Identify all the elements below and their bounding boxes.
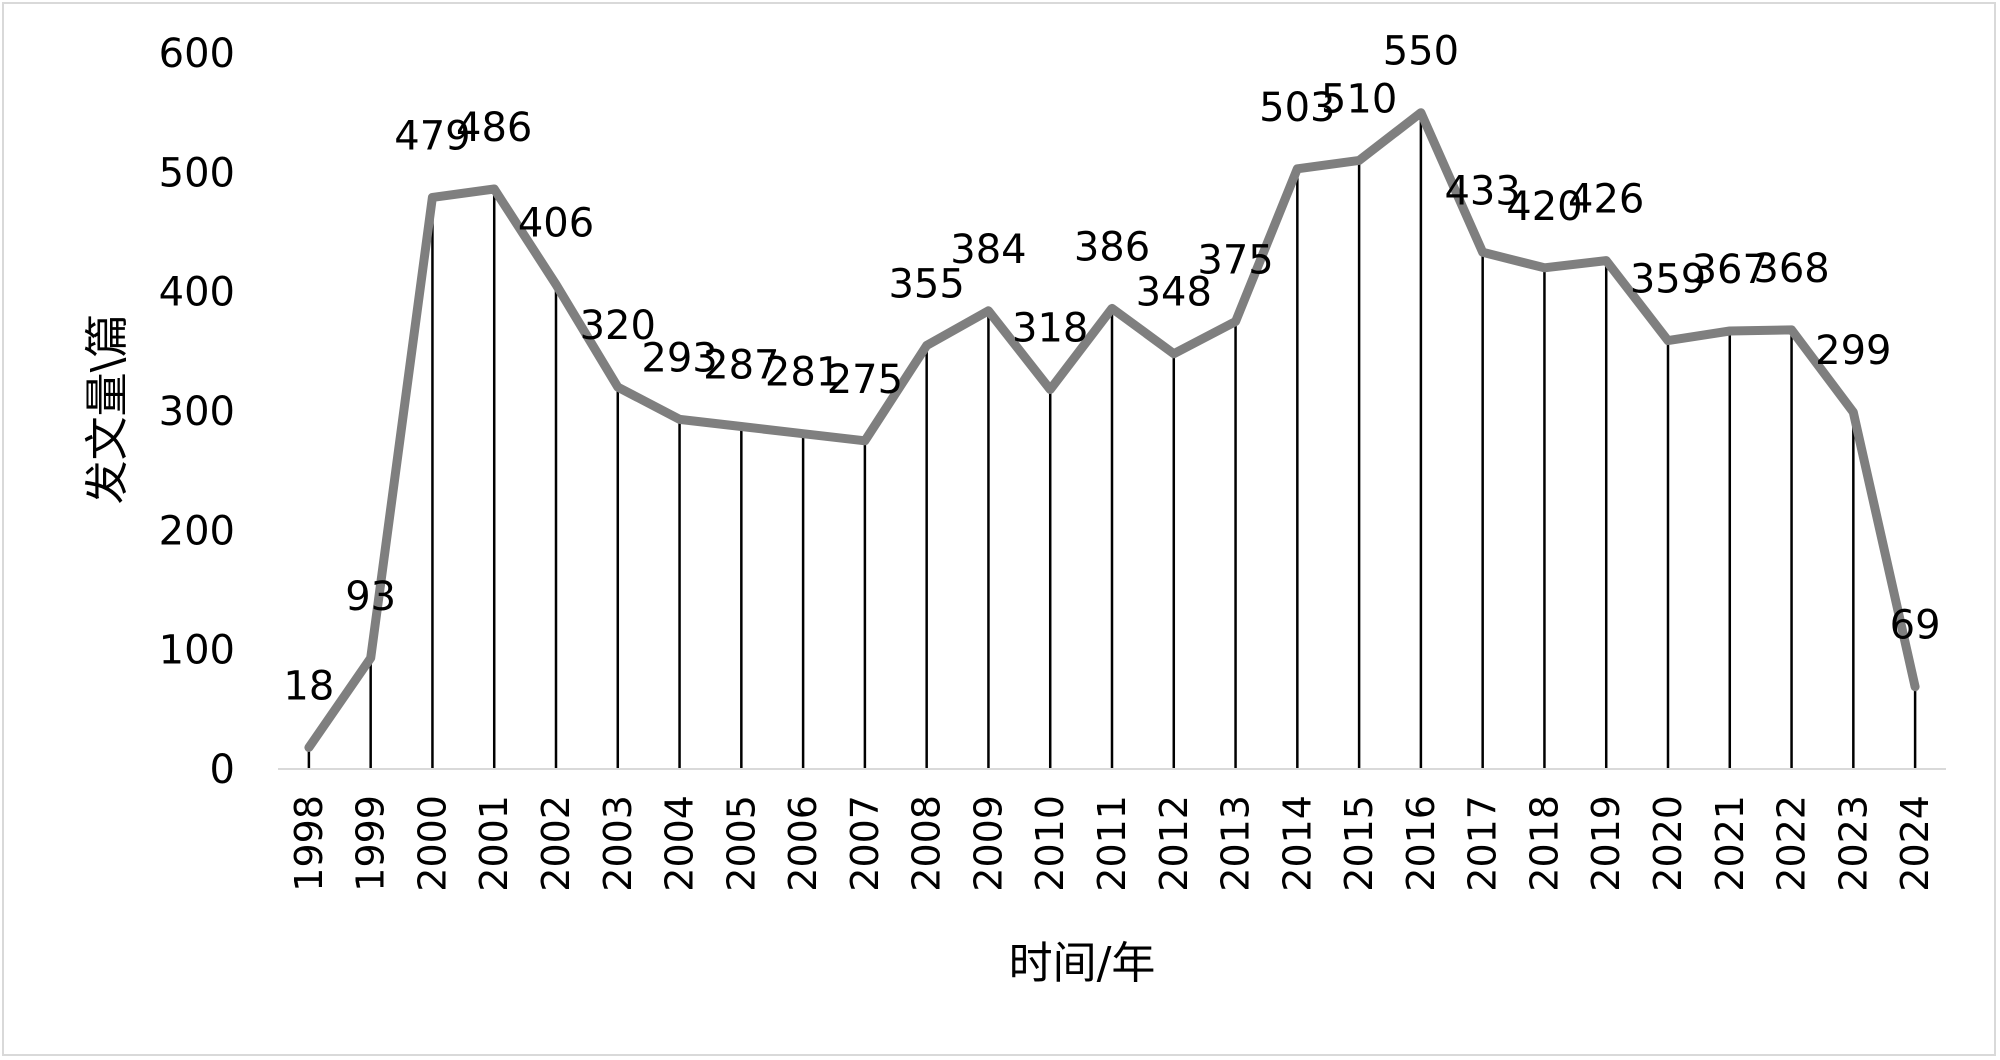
x-tick-label: 2002 bbox=[534, 795, 578, 892]
data-label: 510 bbox=[1321, 76, 1397, 122]
data-label: 420 bbox=[1506, 184, 1582, 230]
x-axis-title: 时间/年 bbox=[1009, 938, 1156, 989]
data-label: 386 bbox=[1074, 224, 1150, 270]
y-tick-label: 500 bbox=[159, 150, 235, 196]
x-tick-label: 2014 bbox=[1275, 795, 1319, 892]
data-label: 318 bbox=[1012, 306, 1088, 352]
data-label: 406 bbox=[518, 201, 594, 247]
y-tick-label: 600 bbox=[159, 31, 235, 77]
x-tick-label: 2012 bbox=[1152, 795, 1196, 892]
data-label: 355 bbox=[888, 261, 964, 307]
data-label: 367 bbox=[1692, 247, 1768, 293]
x-tick-label: 2000 bbox=[410, 795, 454, 892]
data-label: 93 bbox=[345, 574, 396, 620]
data-label: 426 bbox=[1568, 177, 1644, 223]
data-label: 348 bbox=[1136, 270, 1212, 316]
x-tick-label: 2020 bbox=[1646, 795, 1690, 892]
x-tick-label: 2023 bbox=[1831, 795, 1875, 892]
x-tick-label: 2011 bbox=[1090, 795, 1134, 892]
x-tick-label: 2008 bbox=[905, 795, 949, 892]
data-label: 503 bbox=[1259, 85, 1335, 131]
data-label: 479 bbox=[394, 113, 470, 159]
y-tick-label: 400 bbox=[159, 270, 235, 316]
y-axis-title: 发文量\篇 bbox=[82, 314, 133, 505]
y-tick-label: 100 bbox=[159, 628, 235, 674]
data-label: 281 bbox=[765, 350, 841, 396]
data-label: 293 bbox=[641, 335, 717, 381]
data-label: 69 bbox=[1890, 603, 1941, 649]
x-tick-label: 2009 bbox=[966, 795, 1010, 892]
x-tick-labels: 1998 1999 2000 2001 2002 2003 2004 2005 2006 2007… bbox=[287, 795, 1937, 892]
x-tick-label: 2019 bbox=[1584, 795, 1628, 892]
x-tick-label: 2022 bbox=[1770, 795, 1814, 892]
x-tick-label: 2015 bbox=[1337, 795, 1381, 892]
x-tick-label: 2013 bbox=[1214, 795, 1258, 892]
data-label: 550 bbox=[1383, 29, 1459, 75]
x-tick-label: 1999 bbox=[349, 795, 393, 892]
x-tick-label: 2004 bbox=[658, 795, 702, 892]
x-tick-label: 1998 bbox=[287, 795, 331, 892]
data-label: 368 bbox=[1753, 246, 1829, 292]
x-tick-label: 2003 bbox=[596, 795, 640, 892]
x-tick-label: 2021 bbox=[1708, 795, 1752, 892]
data-label: 375 bbox=[1197, 238, 1273, 284]
data-label: 275 bbox=[827, 357, 903, 403]
x-tick-label: 2007 bbox=[843, 795, 887, 892]
data-label: 384 bbox=[950, 227, 1026, 273]
y-tick-labels: 0 100 200 300 400 500 600 bbox=[159, 31, 235, 793]
data-label: 359 bbox=[1630, 257, 1706, 303]
x-tick-label: 2005 bbox=[719, 795, 763, 892]
x-tick-label: 2024 bbox=[1893, 795, 1937, 892]
x-tick-label: 2016 bbox=[1399, 795, 1443, 892]
y-tick-label: 0 bbox=[210, 747, 235, 793]
data-label: 299 bbox=[1815, 328, 1891, 374]
x-tick-label: 2006 bbox=[781, 795, 825, 892]
drop-lines bbox=[307, 112, 1917, 769]
x-tick-label: 2010 bbox=[1028, 795, 1072, 892]
data-label: 486 bbox=[456, 105, 532, 151]
data-label: 287 bbox=[703, 343, 779, 389]
x-tick-label: 2018 bbox=[1522, 795, 1566, 892]
series-line bbox=[304, 108, 1920, 752]
x-tick-label: 2017 bbox=[1461, 795, 1505, 892]
y-tick-label: 300 bbox=[159, 389, 235, 435]
x-tick-label: 2001 bbox=[472, 795, 516, 892]
data-label: 18 bbox=[283, 664, 334, 710]
data-label: 433 bbox=[1444, 168, 1520, 214]
y-tick-label: 200 bbox=[159, 508, 235, 554]
data-label: 320 bbox=[580, 303, 656, 349]
